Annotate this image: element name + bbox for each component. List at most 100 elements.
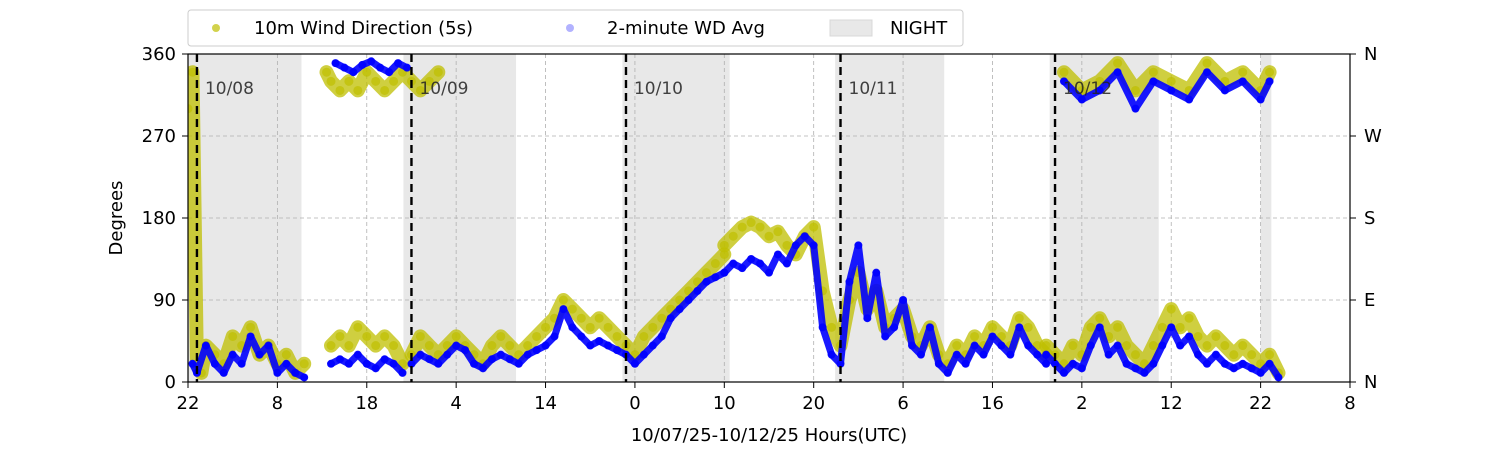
series-0-point-3-14 bbox=[532, 331, 542, 341]
series-0-point-3-11 bbox=[505, 341, 515, 351]
series-1-point-4-31 bbox=[997, 341, 1006, 350]
series-1-point-6-6 bbox=[1167, 86, 1176, 95]
series-1-point-5-13 bbox=[1158, 341, 1167, 350]
series-1-point-4-10 bbox=[809, 241, 818, 250]
series-0-point-3-19 bbox=[576, 313, 586, 323]
x-tick-label-5: 0 bbox=[629, 393, 640, 414]
day-label-1: 10/09 bbox=[419, 79, 468, 99]
series-0-point-0-7 bbox=[228, 331, 238, 341]
series-1-point-4-7 bbox=[782, 259, 791, 268]
series-0-point-4-7 bbox=[782, 240, 792, 250]
series-1-point-1-1 bbox=[335, 355, 344, 364]
series-0-point-1-1 bbox=[335, 331, 345, 341]
series-0-point-2-8 bbox=[389, 76, 399, 86]
night-band-2 bbox=[622, 54, 730, 382]
series-0-point-4-34 bbox=[1023, 322, 1033, 332]
series-1-point-3-26 bbox=[639, 350, 648, 359]
series-0-point-0-15 bbox=[299, 359, 309, 369]
series-1-point-0-7 bbox=[246, 332, 255, 341]
series-1-point-1-3 bbox=[353, 350, 362, 359]
series-0-point-5-13 bbox=[1157, 322, 1167, 332]
y-tick-label-4: 360 bbox=[142, 44, 176, 65]
series-0-point-1-4 bbox=[362, 331, 372, 341]
series-1-point-5-0 bbox=[1042, 350, 1051, 359]
series-0-point-5-23 bbox=[1247, 350, 1257, 360]
series-0-point-3-26 bbox=[639, 331, 649, 341]
series-1-point-4-1 bbox=[729, 259, 738, 268]
series-0-point-2-12 bbox=[424, 76, 434, 86]
series-1-point-4-26 bbox=[952, 350, 961, 359]
series-0-point-4-30 bbox=[987, 322, 997, 332]
series-0-point-0-13 bbox=[281, 350, 291, 360]
y2-tick-label-0: N bbox=[1364, 372, 1377, 393]
series-1-point-3-12 bbox=[514, 359, 523, 368]
series-0-point-6-6 bbox=[1166, 76, 1176, 86]
series-0-point-5-16 bbox=[1184, 313, 1194, 323]
series-0-point-3-9 bbox=[487, 341, 497, 351]
series-1-point-6-12 bbox=[1265, 77, 1274, 86]
series-0-point-4-5 bbox=[764, 231, 774, 241]
series-1-point-3-8 bbox=[478, 364, 487, 373]
series-1-point-3-18 bbox=[568, 323, 577, 332]
series-0-point-0-1 bbox=[188, 67, 197, 77]
series-1-point-6-4 bbox=[1131, 104, 1140, 113]
x-tick-label-0: 22 bbox=[177, 393, 200, 414]
series-0-point-5-25 bbox=[1265, 350, 1275, 360]
series-1-point-3-23 bbox=[613, 346, 622, 355]
x-tick-label-11: 12 bbox=[1160, 393, 1183, 414]
series-0-point-5-19 bbox=[1211, 331, 1221, 341]
series-0-point-4-4 bbox=[755, 222, 765, 232]
series-0-point-2-2 bbox=[335, 85, 345, 95]
legend-marker-night bbox=[829, 19, 873, 37]
series-0-point-4-1 bbox=[728, 231, 738, 241]
y-tick-label-1: 90 bbox=[153, 290, 176, 311]
series-1-point-5-26 bbox=[1274, 373, 1283, 382]
series-0-point-4-0 bbox=[719, 240, 729, 250]
series-1-point-4-23 bbox=[925, 323, 934, 332]
series-1-point-2-5 bbox=[376, 63, 385, 72]
series-1-point-3-30 bbox=[675, 305, 684, 314]
series-1-point-5-8 bbox=[1113, 341, 1122, 350]
series-1-point-5-2 bbox=[1059, 368, 1068, 377]
series-1-point-4-28 bbox=[970, 341, 979, 350]
series-1-point-3-25 bbox=[630, 359, 639, 368]
series-0-point-6-8 bbox=[1202, 58, 1212, 68]
series-0-point-5-10 bbox=[1130, 350, 1140, 360]
series-0-point-6-12 bbox=[1265, 67, 1275, 77]
series-1-point-5-24 bbox=[1256, 368, 1265, 377]
legend-label-wd-avg: 2-minute WD Avg bbox=[607, 18, 765, 39]
series-1-point-1-7 bbox=[389, 359, 398, 368]
series-0-point-1-6 bbox=[380, 331, 390, 341]
legend-frame bbox=[187, 9, 964, 47]
series-0-point-3-18 bbox=[567, 304, 577, 314]
series-0-point-0-0 bbox=[188, 104, 193, 114]
series-1-point-3-3 bbox=[434, 359, 443, 368]
x-tick-label-1: 8 bbox=[272, 393, 283, 414]
series-1-point-4-19 bbox=[890, 323, 899, 332]
series-0-point-3-10 bbox=[496, 331, 506, 341]
series-1-point-3-33 bbox=[702, 277, 711, 286]
series-1-point-4-6 bbox=[773, 250, 782, 259]
series-0-point-5-6 bbox=[1095, 313, 1105, 323]
series-1-point-5-18 bbox=[1202, 359, 1211, 368]
series-1-point-3-7 bbox=[470, 359, 479, 368]
series-1-point-3-2 bbox=[425, 355, 434, 364]
series-1-point-4-33 bbox=[1015, 323, 1024, 332]
series-0-point-6-0 bbox=[1059, 67, 1069, 77]
series-0-point-5-17 bbox=[1193, 331, 1203, 341]
series-1-point-4-5 bbox=[765, 268, 773, 277]
series-1-point-3-4 bbox=[443, 350, 452, 359]
series-0-point-3-17 bbox=[558, 295, 568, 305]
series-0-point-4-26 bbox=[952, 341, 962, 351]
series-0-point-5-18 bbox=[1202, 341, 1212, 351]
series-1-point-6-11 bbox=[1256, 95, 1265, 104]
series-0-point-5-12 bbox=[1148, 341, 1158, 351]
series-1-point-3-6 bbox=[461, 346, 470, 355]
series-1-point-4-0 bbox=[720, 268, 729, 277]
series-1-point-2-0 bbox=[331, 59, 340, 68]
day-label-4: 10/12 bbox=[1063, 79, 1112, 99]
x-tick-label-6: 10 bbox=[713, 393, 736, 414]
series-1-point-4-21 bbox=[908, 341, 917, 350]
series-0-point-1-3 bbox=[353, 322, 363, 332]
series-1-point-5-1 bbox=[1051, 359, 1060, 368]
